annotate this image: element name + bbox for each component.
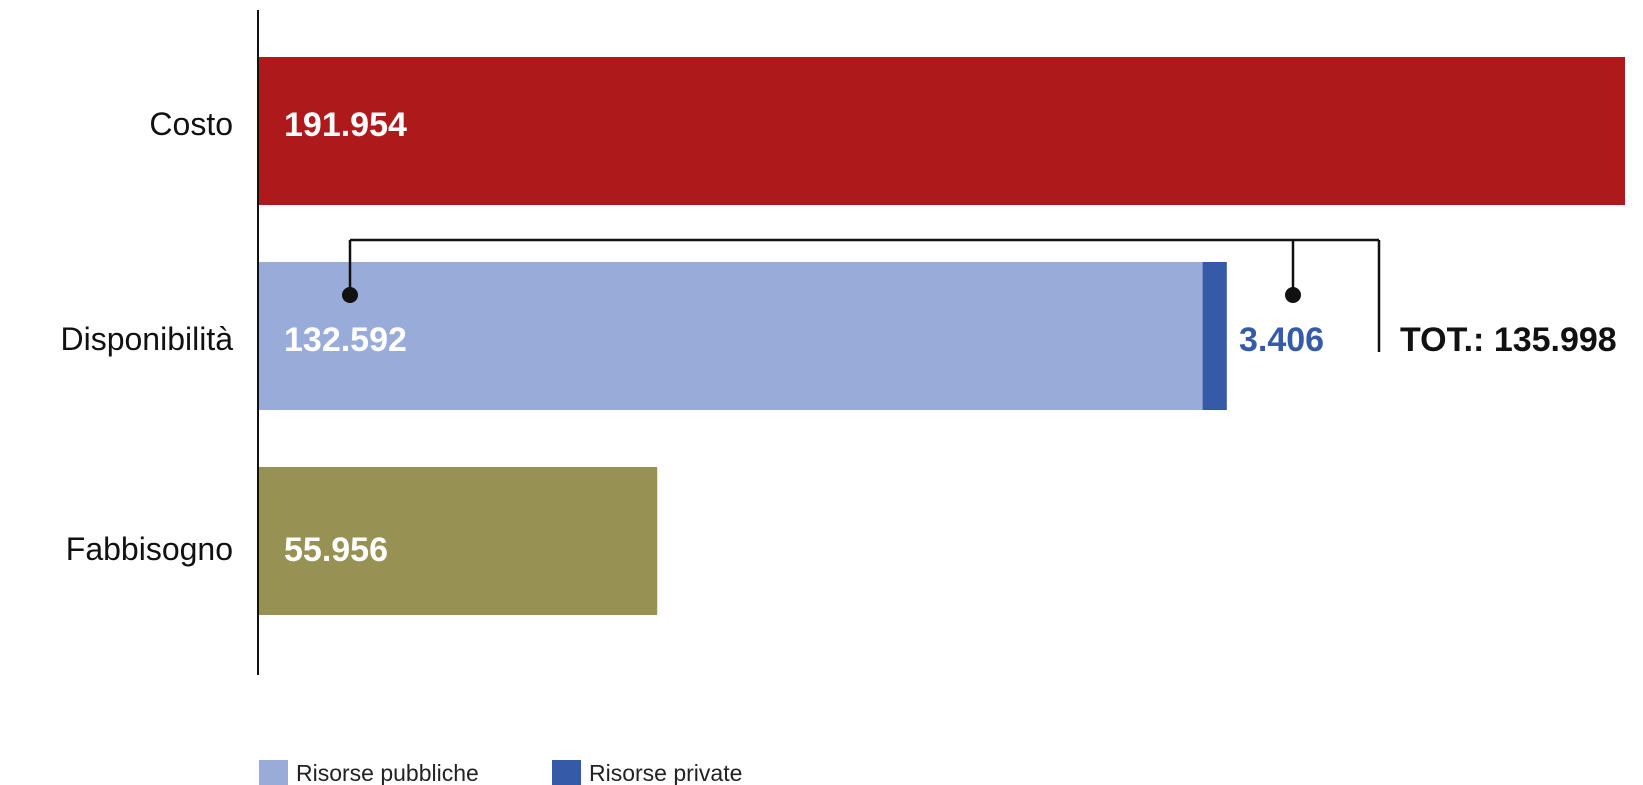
legend-label-risorse-private: Risorse private xyxy=(589,760,742,785)
value-label-risorse-private: 3.406 xyxy=(1239,321,1324,359)
value-label-fabbisogno: 55.956 xyxy=(284,531,388,569)
category-label-fabbisogno: Fabbisogno xyxy=(66,531,233,567)
total-bracket xyxy=(348,238,1381,352)
legend: Risorse pubbliche Risorse private xyxy=(259,760,742,785)
legend-swatch-risorse-private xyxy=(552,760,581,785)
bar-risorse-private xyxy=(1202,262,1227,410)
value-label-costo: 191.954 xyxy=(284,106,407,144)
category-label-disponibilita: Disponibilità xyxy=(60,321,233,357)
value-label-risorse-pubbliche: 132.592 xyxy=(284,321,407,359)
category-label-costo: Costo xyxy=(149,106,233,142)
bar-costo xyxy=(259,57,1625,205)
legend-label-risorse-pubbliche: Risorse pubbliche xyxy=(296,760,479,785)
bar-risorse-pubbliche xyxy=(259,262,1203,410)
bar-fabbisogno xyxy=(259,467,658,615)
legend-swatch-risorse-pubbliche xyxy=(259,760,288,785)
bracket-dot-private xyxy=(1285,287,1301,303)
bracket-dot-pubbliche xyxy=(342,287,358,303)
total-label: TOT.: 135.998 xyxy=(1400,321,1617,359)
